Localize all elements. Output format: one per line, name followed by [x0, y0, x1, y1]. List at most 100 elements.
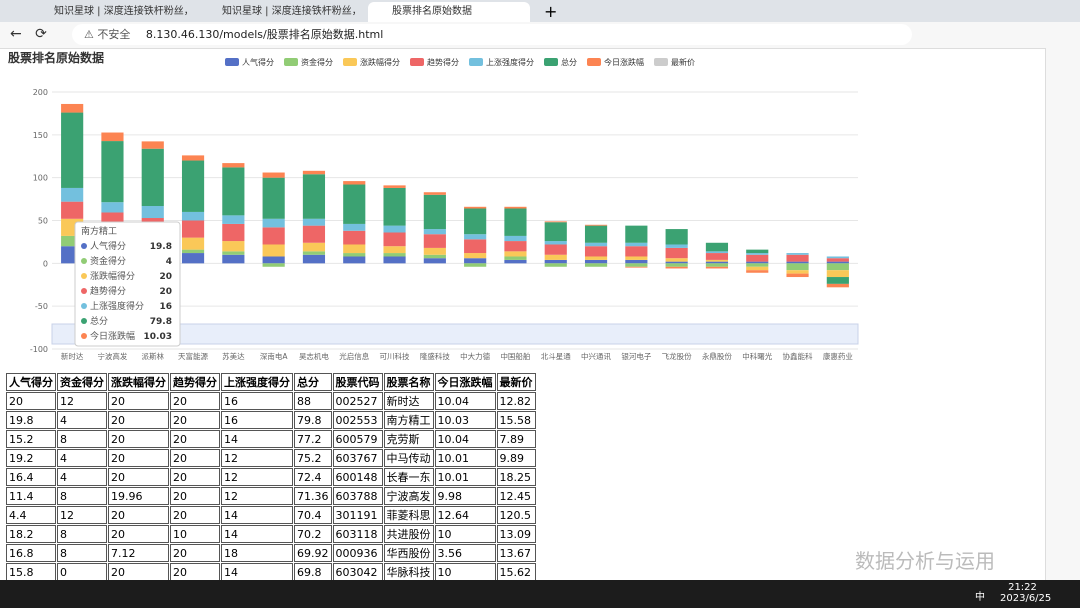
header-row: 人气得分 资金得分 涨跌幅得分 趋势得分 上涨强度得分 总分 股票代码 股票名称 今日涨跌幅 最新… [6, 373, 536, 391]
cell: 8 [57, 487, 107, 505]
tab-active[interactable]: 股票排名原始数据 [368, 2, 530, 22]
bar-segment [101, 141, 124, 203]
bar-segment [423, 194, 446, 230]
bar-segment [705, 251, 729, 254]
url-field[interactable]: ⚠ 不安全 8.130.46.130/models/股票排名原始数据.html [72, 24, 912, 45]
x-tick-label: 苏美达 [222, 351, 245, 361]
chart-title: 股票排名原始数据 [8, 50, 104, 65]
x-tick-label: 中国船舶 [500, 351, 530, 361]
bar-segment [302, 251, 326, 255]
nav-buttons[interactable]: ← ⟳ [10, 26, 47, 42]
y-tick-label: 100 [33, 174, 48, 183]
x-tick-label: 天富能源 [178, 351, 208, 361]
legend-swatch [410, 58, 424, 66]
bar-segment [504, 241, 527, 252]
bar-segment [383, 232, 406, 247]
x-tick-label: 永鼎股份 [702, 351, 732, 361]
cell: 3.56 [434, 544, 496, 562]
bar-segment [262, 244, 285, 257]
bar-segment [705, 263, 729, 267]
bar-segment [181, 211, 205, 221]
cell: 12 [57, 506, 107, 524]
bar-segment [141, 141, 164, 149]
cell: 603788 [332, 487, 383, 505]
bar-segment [222, 251, 245, 255]
cell: 603118 [332, 525, 383, 543]
x-tick-label: 昊志机电 [299, 351, 329, 361]
x-tick-label: 康惠药业 [823, 351, 853, 361]
bar-segment [786, 253, 809, 255]
cell: 10.04 [434, 430, 496, 448]
bar-segment [625, 242, 648, 247]
cell: 12 [57, 392, 107, 410]
cell: 12 [221, 449, 293, 467]
header-cell: 上涨强度得分 [221, 373, 293, 391]
tab[interactable]: 知识星球 | 深度连接铁杆粉丝，最... [54, 6, 192, 17]
bar-segment [464, 239, 487, 254]
tooltip-dot [81, 288, 87, 294]
cell: 8 [57, 525, 107, 543]
bar-segment [423, 229, 446, 235]
cell: 12.82 [496, 392, 536, 410]
bar-segment [302, 254, 326, 264]
bar-segment [343, 256, 366, 264]
bar-segment [423, 258, 446, 264]
bar-segment [504, 235, 527, 242]
cell: 18 [221, 544, 293, 562]
security-label: 不安全 [97, 28, 131, 41]
bar-segment [504, 251, 527, 257]
row: 4.4 12 20 20 14 70.4 301191 菲菱科思 12.64 120.5 [6, 506, 536, 524]
bar-segment [61, 201, 84, 219]
bar-segment [222, 163, 245, 168]
x-tick-label: 中兴通讯 [581, 351, 611, 361]
legend-swatch [587, 58, 601, 66]
cell: 16 [221, 392, 293, 410]
bar-segment [826, 270, 849, 278]
cell: 18.25 [496, 468, 536, 486]
row: 19.8 4 20 20 16 79.8 002553 南方精工 10.03 15.58 [6, 411, 536, 429]
cell: 10.04 [434, 392, 496, 410]
tooltip-dot [81, 273, 87, 279]
tooltip-label: 总分 [90, 315, 108, 327]
new-tab[interactable]: + [544, 2, 558, 21]
bar-segment [625, 256, 648, 260]
bar-segment [705, 259, 729, 262]
tooltip-dot [81, 258, 87, 264]
ime[interactable]: 中 [975, 592, 985, 603]
legend-swatch [225, 58, 239, 66]
cell: 603767 [332, 449, 383, 467]
cell: 20 [170, 411, 220, 429]
clock[interactable]: 21:22 2023/6/25 [1000, 582, 1051, 604]
tooltip-label: 上涨强度得分 [90, 300, 144, 312]
bar-segment [423, 254, 446, 259]
legend-label: 总分 [561, 57, 577, 67]
cell: 10 [434, 563, 496, 581]
security: ⚠ [84, 28, 98, 41]
tab[interactable]: 知识星球 | 深度连接铁杆粉丝，最... [222, 6, 360, 17]
bar-segment [61, 235, 84, 247]
cell: 20 [108, 430, 169, 448]
row: 16.8 8 7.12 20 18 69.92 000936 华西股份 3.56 13.67 [6, 544, 536, 562]
cell: 13.67 [496, 544, 536, 562]
cell: 19.8 [6, 411, 56, 429]
bar-segment [746, 254, 769, 262]
x-tick-label: 中大力德 [460, 351, 490, 361]
cell: 18.2 [6, 525, 56, 543]
bar-segment [826, 261, 849, 264]
data-zoom[interactable] [51, 323, 859, 345]
cell: 600579 [332, 430, 383, 448]
y-tick-label: 50 [38, 217, 48, 226]
cell: 8 [57, 544, 107, 562]
time: 21:22 [1008, 582, 1037, 593]
bar-segment [383, 256, 406, 264]
legend-label: 趋势得分 [427, 57, 459, 67]
cell: 14 [221, 430, 293, 448]
bar-segment [665, 261, 688, 264]
x-tick-label: 深南电A [260, 351, 288, 361]
bar-segment [464, 258, 487, 264]
cell: 华西股份 [383, 544, 434, 562]
bar-segment [665, 263, 688, 267]
bar-segment [625, 266, 648, 268]
cell: 20 [108, 449, 169, 467]
